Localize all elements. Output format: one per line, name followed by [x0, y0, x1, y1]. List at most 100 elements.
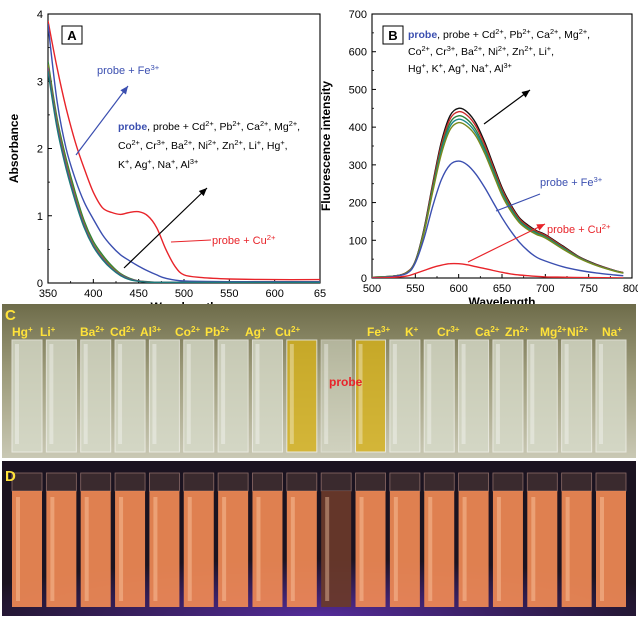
text-run: , Ni — [192, 140, 208, 152]
vial-glow — [80, 491, 111, 607]
vial — [595, 339, 627, 453]
superscript: 2+ — [234, 138, 242, 147]
vial-cap — [45, 472, 77, 492]
vial — [251, 339, 283, 453]
charge: + — [617, 325, 622, 334]
series-line-2 — [48, 24, 320, 283]
charge: 3+ — [152, 325, 161, 334]
fe-pointer — [495, 193, 541, 212]
vial-glow — [252, 491, 283, 607]
text-run: , Cr — [430, 46, 447, 58]
vial-glow — [115, 491, 146, 607]
vial-highlight — [15, 344, 19, 444]
text-run: , Cr — [140, 140, 157, 152]
superscript: + — [171, 157, 175, 166]
vial-glow — [561, 491, 592, 607]
vial-glow — [46, 491, 77, 607]
vial-highlight — [256, 497, 261, 601]
panel-a-absorbance-chart: 3504004505005506006501234WavelengthAbsor… — [7, 9, 326, 314]
series-line-1 — [48, 20, 320, 281]
superscript: 2+ — [579, 27, 587, 36]
vial-cap — [526, 472, 558, 492]
text-run: , Li — [243, 140, 257, 152]
x-tick-label: 700 — [536, 283, 554, 295]
charge: 2+ — [291, 325, 300, 334]
ion-label: Zn2+ — [505, 325, 529, 340]
superscript: 2+ — [184, 138, 192, 147]
vial-highlight — [531, 497, 536, 601]
vial-glow — [527, 491, 558, 607]
x-tick-label: 550 — [406, 283, 424, 295]
vial-highlight — [461, 344, 466, 444]
ion-label: K+ — [405, 325, 419, 340]
text-run: , Al — [489, 63, 504, 75]
charge: 2+ — [579, 325, 588, 334]
text-run: , Hg — [261, 140, 280, 152]
y-tick-label: 200 — [349, 198, 367, 210]
series-line-5 — [372, 121, 624, 278]
text-run: , Ba — [165, 140, 184, 152]
vial-glow — [149, 491, 180, 607]
element: Fe — [367, 325, 381, 339]
vial-cap — [561, 472, 593, 492]
text-run: , Li — [533, 46, 547, 58]
text-run: , Mg — [558, 29, 579, 41]
text-run: probe + Cu — [212, 235, 267, 247]
panel-c-daylight-photo: CHg+ Li+ Ba2+ Cd2+ Al3+ Co2+ Pb2+ Ag+ Cu2+ Fe3+ K+… — [2, 304, 636, 458]
series-line-7 — [372, 262, 624, 278]
ion-list-line: Co2+, Cr3+, Ba2+, Ni2+, Zn2+, Li+, — [408, 44, 554, 59]
superscript: 3+ — [151, 63, 160, 72]
y-tick-label: 0 — [37, 278, 43, 290]
series-group — [48, 20, 320, 283]
vial-glow — [286, 491, 317, 607]
ion-label: Pb2+ — [205, 325, 230, 340]
x-tick-label: 550 — [220, 288, 238, 300]
vial-highlight — [153, 497, 158, 601]
text-run: probe + Cu — [547, 224, 602, 236]
fe-label: probe + Fe3+ — [540, 175, 603, 190]
vial-cap — [458, 472, 489, 492]
superscript: 2+ — [131, 138, 139, 147]
vial-highlight — [599, 344, 603, 444]
element: Na — [602, 325, 618, 339]
superscript: 2+ — [205, 119, 213, 128]
y-tick-label: 3 — [37, 76, 43, 88]
text-run: , Ba — [455, 46, 474, 58]
element: Ba — [80, 325, 96, 339]
vial-cap — [423, 472, 455, 492]
vial-highlight — [530, 344, 535, 444]
charge: 3+ — [450, 325, 459, 334]
vial-glow — [596, 491, 626, 607]
series-line-3 — [48, 60, 320, 283]
vial-highlight — [289, 344, 294, 444]
series-line-4 — [48, 64, 320, 283]
ion-label: Ba2+ — [80, 325, 105, 340]
superscript: + — [421, 61, 425, 70]
text-run: , Ni — [482, 46, 498, 58]
charge: + — [414, 325, 419, 334]
superscript: 2+ — [495, 27, 503, 36]
x-tick-label: 650 — [493, 283, 511, 295]
x-tick-label: 65 — [314, 288, 326, 300]
text-run: , Ca — [531, 29, 550, 41]
cu-arrow — [467, 223, 546, 263]
vial-glow — [492, 491, 523, 607]
vial-glow — [355, 491, 386, 607]
vial-cap — [80, 472, 112, 492]
text-run: , — [297, 121, 300, 133]
vial — [217, 339, 249, 453]
vial — [458, 339, 490, 453]
charge: 2+ — [126, 325, 135, 334]
vial-highlight — [324, 344, 329, 444]
ion-label: Cu2+ — [275, 325, 300, 340]
ion-label: Hg+ — [12, 325, 33, 340]
fe-label: probe + Fe3+ — [97, 63, 160, 78]
element: Al — [140, 325, 152, 339]
vial — [183, 339, 215, 453]
x-tick-label: 450 — [129, 288, 147, 300]
text-run: Co — [408, 46, 422, 58]
vial-highlight — [187, 497, 192, 601]
superscript: 2+ — [267, 233, 276, 242]
vial-highlight — [49, 344, 54, 444]
series-line-5 — [48, 67, 320, 283]
